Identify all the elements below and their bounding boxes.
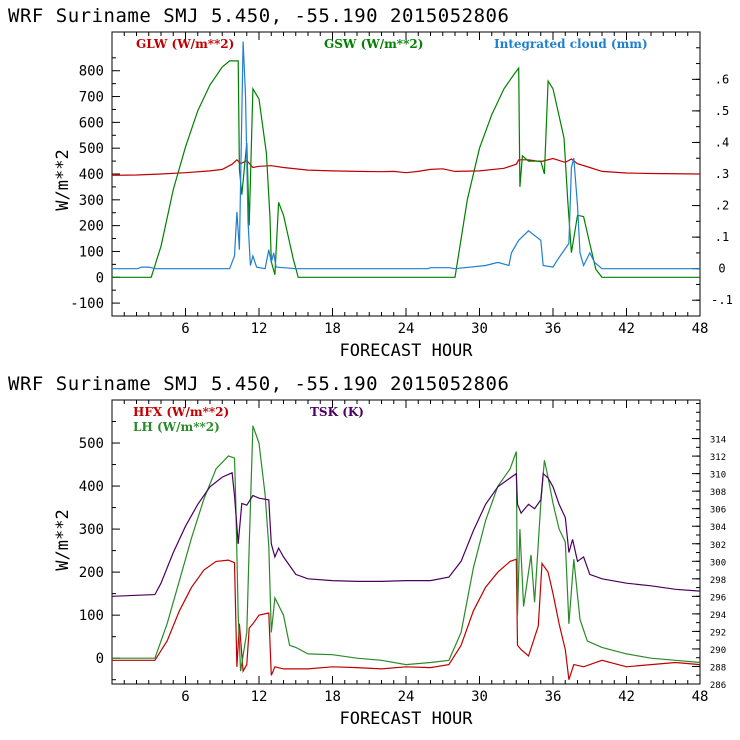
y-tick-label: 0 xyxy=(96,270,104,286)
right-tick-label: 0 xyxy=(718,262,725,276)
bottom-series-group xyxy=(111,425,701,680)
x-tick-label: 6 xyxy=(181,321,189,337)
right-tick-label: 310 xyxy=(710,471,726,481)
x-tick-label: 24 xyxy=(398,321,415,337)
top-y-axis: -100 0 100 200 300 400 500 600 700 800 xyxy=(70,31,120,317)
y-tick-label: 100 xyxy=(79,608,104,624)
bottom-plot-frame xyxy=(111,399,701,685)
top-plot-frame xyxy=(111,31,701,317)
right-tick-label: 312 xyxy=(710,453,726,463)
y-tick-label: 200 xyxy=(79,565,104,581)
right-tick-label: 314 xyxy=(710,436,726,446)
y-tick-label: 500 xyxy=(79,141,104,157)
bottom-y-axis: 0 100 200 300 400 500 xyxy=(79,421,120,681)
series-line-tsk xyxy=(111,471,701,597)
top-y-axis-label: W/m**2 xyxy=(53,149,73,210)
right-tick-label: 300 xyxy=(710,558,726,568)
right-tick-label: 294 xyxy=(710,611,726,621)
legend-gsw: GSW (W/m**2) xyxy=(324,37,423,51)
x-tick-label: 6 xyxy=(181,689,189,705)
legend-lh: LH (W/m**2) xyxy=(133,420,220,434)
right-tick-label: 302 xyxy=(710,541,726,551)
y-tick-label: 300 xyxy=(79,193,104,209)
x-tick-label: 48 xyxy=(692,321,709,337)
x-tick-label: 12 xyxy=(251,689,268,705)
series-line-gsw xyxy=(112,60,700,278)
y-tick-label: 700 xyxy=(79,90,104,106)
x-tick-label: 42 xyxy=(618,689,635,705)
x-tick-label: 12 xyxy=(251,321,268,337)
bottom-chart-title: WRF Suriname SMJ 5.450, -55.190 20150528… xyxy=(8,373,509,395)
x-tick-label: 30 xyxy=(471,321,488,337)
y-tick-label: 100 xyxy=(79,244,104,260)
right-tick-label: .4 xyxy=(715,135,729,149)
x-tick-label: 18 xyxy=(324,689,341,705)
right-tick-label: .3 xyxy=(715,167,729,181)
bottom-x-axis: 6 12 18 24 30 36 42 48 xyxy=(123,400,709,705)
x-tick-label: 42 xyxy=(618,321,635,337)
y-tick-label: 500 xyxy=(79,436,104,452)
right-tick-label: 308 xyxy=(710,488,726,498)
x-tick-label: 24 xyxy=(398,689,415,705)
right-tick-label: 290 xyxy=(710,646,726,656)
right-tick-label: .5 xyxy=(715,104,729,118)
y-tick-label: 400 xyxy=(79,167,104,183)
series-line-glw xyxy=(111,157,701,176)
bottom-x-axis-label: FORECAST HOUR xyxy=(339,709,473,729)
legend-integrated-cloud: Integrated cloud (mm) xyxy=(494,37,648,51)
y-tick-label: 300 xyxy=(79,522,104,538)
legend-glw: GLW (W/m**2) xyxy=(136,37,234,51)
series-line-integrated xyxy=(112,41,700,270)
right-tick-label: 306 xyxy=(710,506,726,516)
y-tick-label: 600 xyxy=(79,115,104,131)
x-tick-label: 36 xyxy=(545,321,562,337)
x-tick-label: 36 xyxy=(545,689,562,705)
legend-hfx: HFX (W/m**2) xyxy=(133,405,229,419)
y-tick-label: 800 xyxy=(79,64,104,80)
right-tick-label: 288 xyxy=(710,663,726,673)
x-tick-label: 18 xyxy=(324,321,341,337)
x-tick-label: 30 xyxy=(471,689,488,705)
right-tick-label: 296 xyxy=(710,593,726,603)
legend-tsk: TSK (K) xyxy=(310,405,364,419)
right-tick-label: 304 xyxy=(710,523,726,533)
right-tick-label: 292 xyxy=(710,628,726,638)
y-tick-label: -100 xyxy=(70,296,104,312)
bottom-y-axis-label: W/m**2 xyxy=(53,509,73,570)
bottom-right-axis: 286 288 290 292 294 296 298 300 302 304 306 308 310 3… xyxy=(692,403,726,691)
top-x-axis: 6 12 18 24 30 36 42 48 xyxy=(123,32,709,337)
y-tick-label: 200 xyxy=(79,219,104,235)
series-line-hfx xyxy=(112,558,701,680)
top-chart-title: WRF Suriname SMJ 5.450, -55.190 20150528… xyxy=(8,5,509,27)
series-line-lh xyxy=(112,425,701,672)
x-tick-label: 48 xyxy=(692,689,709,705)
top-x-axis-label: FORECAST HOUR xyxy=(339,341,473,361)
top-series-group xyxy=(111,41,701,278)
right-tick-label: 298 xyxy=(710,576,726,586)
right-tick-label: -.1 xyxy=(711,293,733,307)
right-tick-label: 286 xyxy=(710,681,726,691)
right-tick-label: .2 xyxy=(715,199,729,213)
right-tick-label: .6 xyxy=(715,72,729,86)
right-tick-label: .1 xyxy=(715,230,729,244)
y-tick-label: 400 xyxy=(79,479,104,495)
y-tick-label: 0 xyxy=(96,651,104,667)
